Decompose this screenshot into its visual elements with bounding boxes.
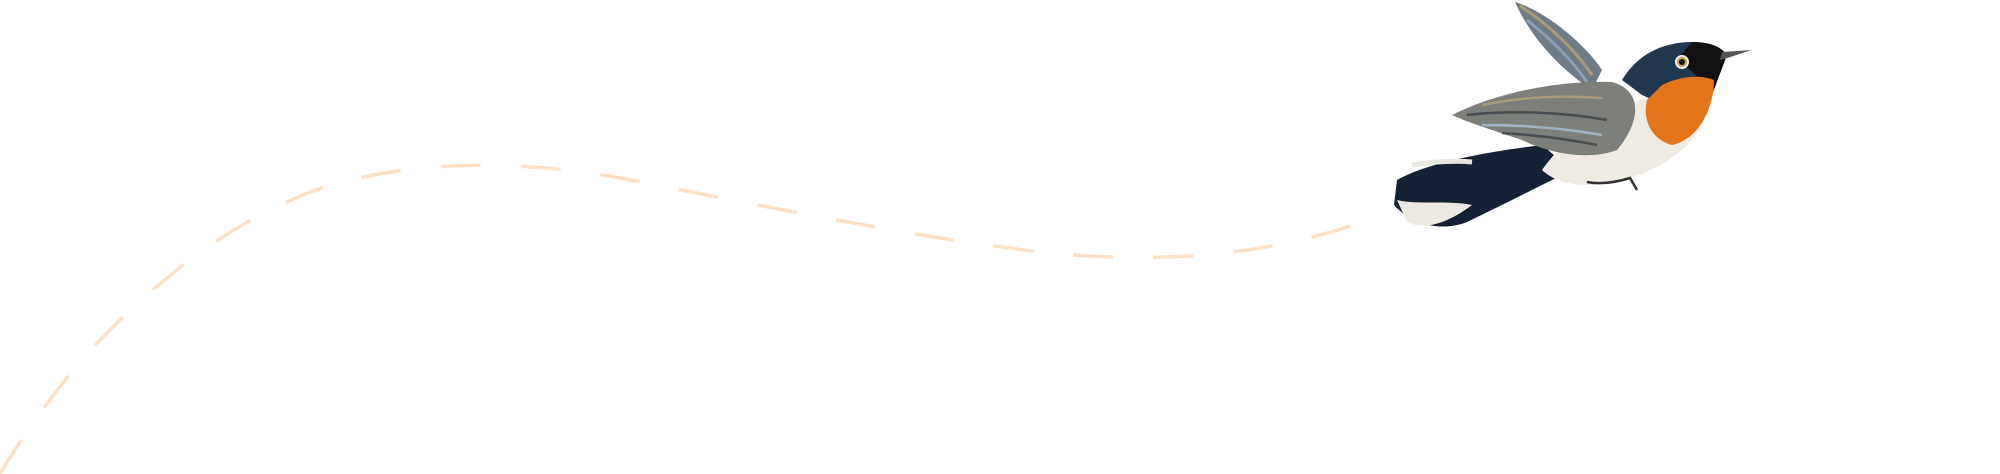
bird-beak xyxy=(1720,50,1752,60)
bird-breast xyxy=(1645,76,1714,145)
bird-leg xyxy=(1586,176,1639,191)
dashed-flight-path xyxy=(0,163,1359,474)
bird-lower-wing xyxy=(1452,81,1636,156)
bird-illustration xyxy=(1394,2,1752,227)
